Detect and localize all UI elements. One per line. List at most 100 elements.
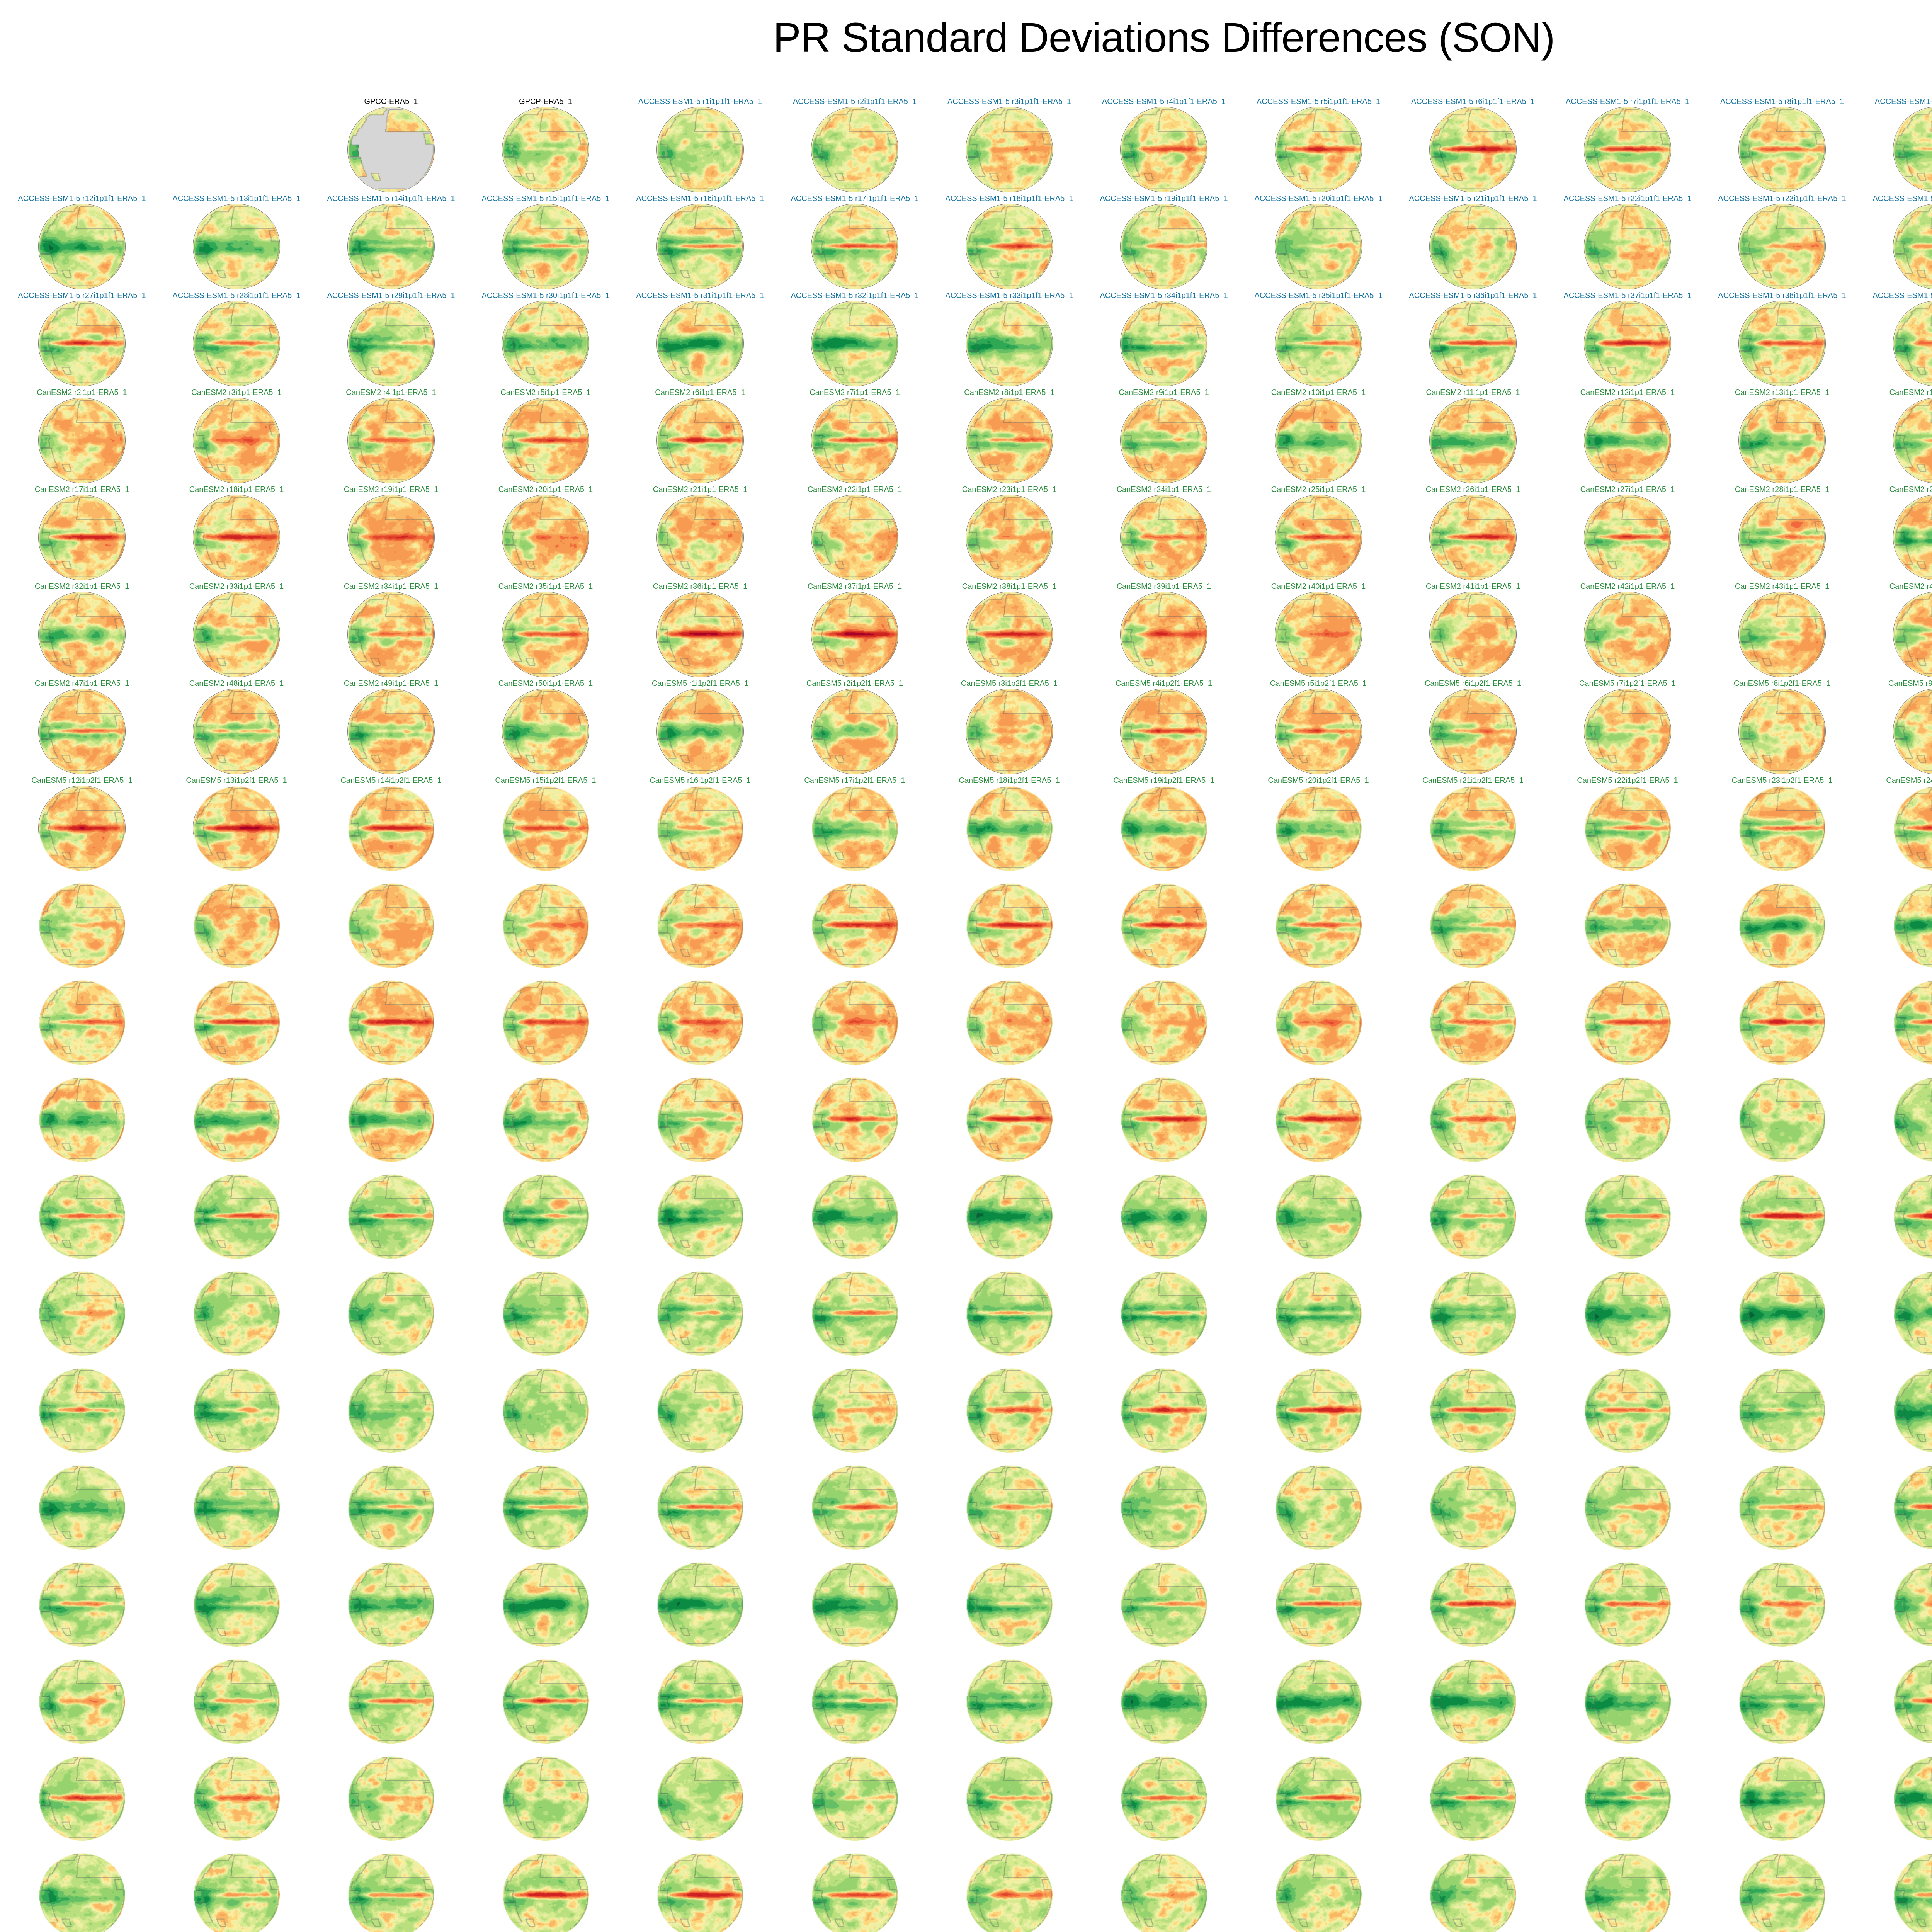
globe-canvas (193, 786, 280, 871)
globe-canvas (966, 1659, 1053, 1744)
globe-panel: CESM1 r38i1p1-ERA5_1 (932, 1066, 1087, 1163)
globe-map (193, 1755, 280, 1841)
globe-panel: CanESM2 r4i1p1-ERA5_1 (314, 388, 468, 485)
panel-title: CESM2 r1i1301.008i1p1f1-ERA5_1 (1705, 1261, 1859, 1270)
globe-canvas (966, 1562, 1053, 1647)
globe-disc (1893, 980, 1932, 1065)
globe-disc (966, 689, 1053, 774)
globe-canvas (1121, 1174, 1207, 1259)
globe-canvas (811, 1271, 898, 1356)
globe-panel: CanESM2 r10i1p1-ERA5_1 (1241, 388, 1396, 485)
globe-canvas (966, 495, 1053, 580)
globe-panel: CESM2 r1i1231.017i1p1f1-ERA5_1 (777, 1745, 932, 1842)
globe-canvas (1893, 1659, 1932, 1744)
globe-map (1584, 592, 1671, 677)
panel-title: CESM2 r1i1191.007i1p1f1-ERA5_1 (5, 1649, 159, 1658)
globe-panel: CESM2 r1i1351.018i1p1f1-ERA5_1 (159, 1454, 314, 1551)
globe-canvas (1430, 786, 1516, 871)
globe-panel: CanESM2 r41i1p1-ERA5_1 (1396, 582, 1550, 679)
panel-title: CESM2 r1i1301.020i1p1f1-ERA5_1 (468, 1843, 623, 1852)
globe-map (1120, 495, 1208, 580)
globe-canvas (193, 495, 280, 580)
panel-title: CESM1 r2i1p1-ERA5_1 (5, 873, 159, 882)
globe-canvas (39, 1562, 125, 1647)
globe-map (966, 1755, 1053, 1841)
globe-panel: MIROC6 r4i1p1f1-ERA5_1 (1087, 1842, 1241, 1932)
globe-disc (656, 592, 744, 677)
globe-panel: CanESM2 r49i1p1-ERA5_1 (314, 679, 468, 776)
globe-map (1738, 689, 1826, 774)
globe-map (811, 689, 898, 774)
globe-panel: CanESM2 r6i1p1-ERA5_1 (623, 388, 777, 485)
globe-map (966, 1077, 1053, 1162)
panel-title: CanESM2 r23i1p1-ERA5_1 (932, 485, 1087, 494)
globe-panel: ACCESS-ESM1-5 r33i1p1f1-ERA5_1 (932, 291, 1087, 388)
globe-map (38, 1173, 126, 1259)
globe-canvas (1275, 592, 1362, 677)
globe-disc (1584, 1852, 1671, 1932)
globe-canvas (193, 1174, 280, 1259)
globe-disc (1584, 1367, 1671, 1453)
globe-canvas (193, 1368, 280, 1453)
globe-panel: CESM2 r1i1191.007i1p1f1-ERA5_1 (5, 1648, 159, 1745)
globe-map (1275, 495, 1362, 580)
globe-canvas (657, 398, 743, 483)
globe-panel: MIROC6 r5i1p1f1-ERA5_1 (1241, 1842, 1396, 1932)
panel-title: CESM2 r1i1131.007i1p1f1-ERA5_1 (777, 1358, 932, 1367)
panel-title: CESM2 r1i1111.006i1p1f1-ERA5_1 (623, 1358, 777, 1367)
globe-map (1429, 495, 1517, 580)
globe-canvas (1430, 1077, 1516, 1162)
globe-map (1893, 398, 1932, 483)
globe-panel: CESM2 r1i1301.006i1p1f1-ERA5_1 (1396, 1260, 1550, 1357)
globe-panel: CanESM5 r9i1p2f1-ERA5_1 (1859, 679, 1932, 776)
globe-disc (502, 204, 589, 289)
globe-panel: CESM2 r1i1251.016i1p1f1-ERA5_1 (623, 1551, 777, 1648)
globe-panel: CESM2 r1i1301.001i1p1f1-ERA5_1 (623, 1260, 777, 1357)
globe-canvas (1275, 689, 1362, 774)
globe-canvas (811, 980, 898, 1065)
globe-canvas (348, 1659, 434, 1744)
panel-title: ACCESS-ESM1-5 r31i1p1f1-ERA5_1 (623, 291, 777, 300)
globe-map (1120, 1658, 1208, 1744)
globe-panel: ACCESS-ESM1-5 r6i1p1f1-ERA5_1 (1396, 97, 1550, 194)
globe-canvas (348, 1174, 434, 1259)
globe-canvas (811, 689, 898, 774)
panel-title: CanESM5 r4i1p2f1-ERA5_1 (1087, 679, 1241, 688)
globe-canvas (1430, 1659, 1516, 1744)
globe-map (1120, 204, 1208, 289)
globe-canvas (1739, 786, 1825, 871)
globe-panel: CESM2 r1i1301.002i1p1f1-ERA5_1 (777, 1260, 932, 1357)
globe-canvas (39, 204, 125, 289)
globe-panel: CESM2 r1i1251.013i1p1f1-ERA5_1 (932, 1163, 1087, 1260)
panel-title: CESM1 r17i1p1-ERA5_1 (5, 970, 159, 979)
panel-title: CESM1 r21i1p1-ERA5_1 (623, 970, 777, 979)
globe-panel: ACCESS-ESM1-5 r13i1p1f1-ERA5_1 (159, 194, 314, 291)
globe-panel: CESM2 r1i1231.001i1p1f1-ERA5_1 (623, 1454, 777, 1551)
globe-panel: CESM1 r40i1p1-ERA5_1 (1241, 1066, 1396, 1163)
globe-canvas (1584, 1271, 1671, 1356)
globe-disc (811, 786, 898, 871)
panel-title: ACCESS-ESM1-5 r32i1p1f1-ERA5_1 (777, 291, 932, 300)
globe-panel: ACCESS-ESM1-5 r31i1p1f1-ERA5_1 (623, 291, 777, 388)
globe-map (966, 1270, 1053, 1356)
globe-disc (193, 1464, 280, 1550)
globe-canvas (657, 689, 743, 774)
panel-title: CESM2 r1i1271.014i1p1f1-ERA5_1 (1859, 1358, 1932, 1367)
panel-title: CESM2 r1i1301.011i1p1f1-ERA5_1 (1396, 1746, 1550, 1755)
globe-canvas (1121, 1077, 1207, 1162)
globe-canvas (1584, 204, 1671, 289)
panel-title: CESM2 r1i1251.014i1p1f1-ERA5_1 (314, 1552, 468, 1561)
panel-title: CanESM2 r36i1p1-ERA5_1 (623, 582, 777, 591)
globe-panel: ACCESS-ESM1-5 r27i1p1f1-ERA5_1 (5, 291, 159, 388)
globe-map (193, 1561, 280, 1647)
globe-panel: ACCESS-ESM1-5 r34i1p1f1-ERA5_1 (1087, 291, 1241, 388)
globe-map (1275, 1464, 1362, 1550)
globe-canvas (966, 1853, 1053, 1932)
globe-panel: CESM1 r12i1p1-ERA5_1 (1550, 872, 1705, 969)
globe-map (502, 980, 589, 1065)
globe-canvas (348, 107, 434, 192)
globe-canvas (966, 980, 1053, 1065)
globe-map (1120, 1464, 1208, 1550)
globe-canvas (966, 398, 1053, 483)
globe-disc (1738, 1852, 1826, 1932)
